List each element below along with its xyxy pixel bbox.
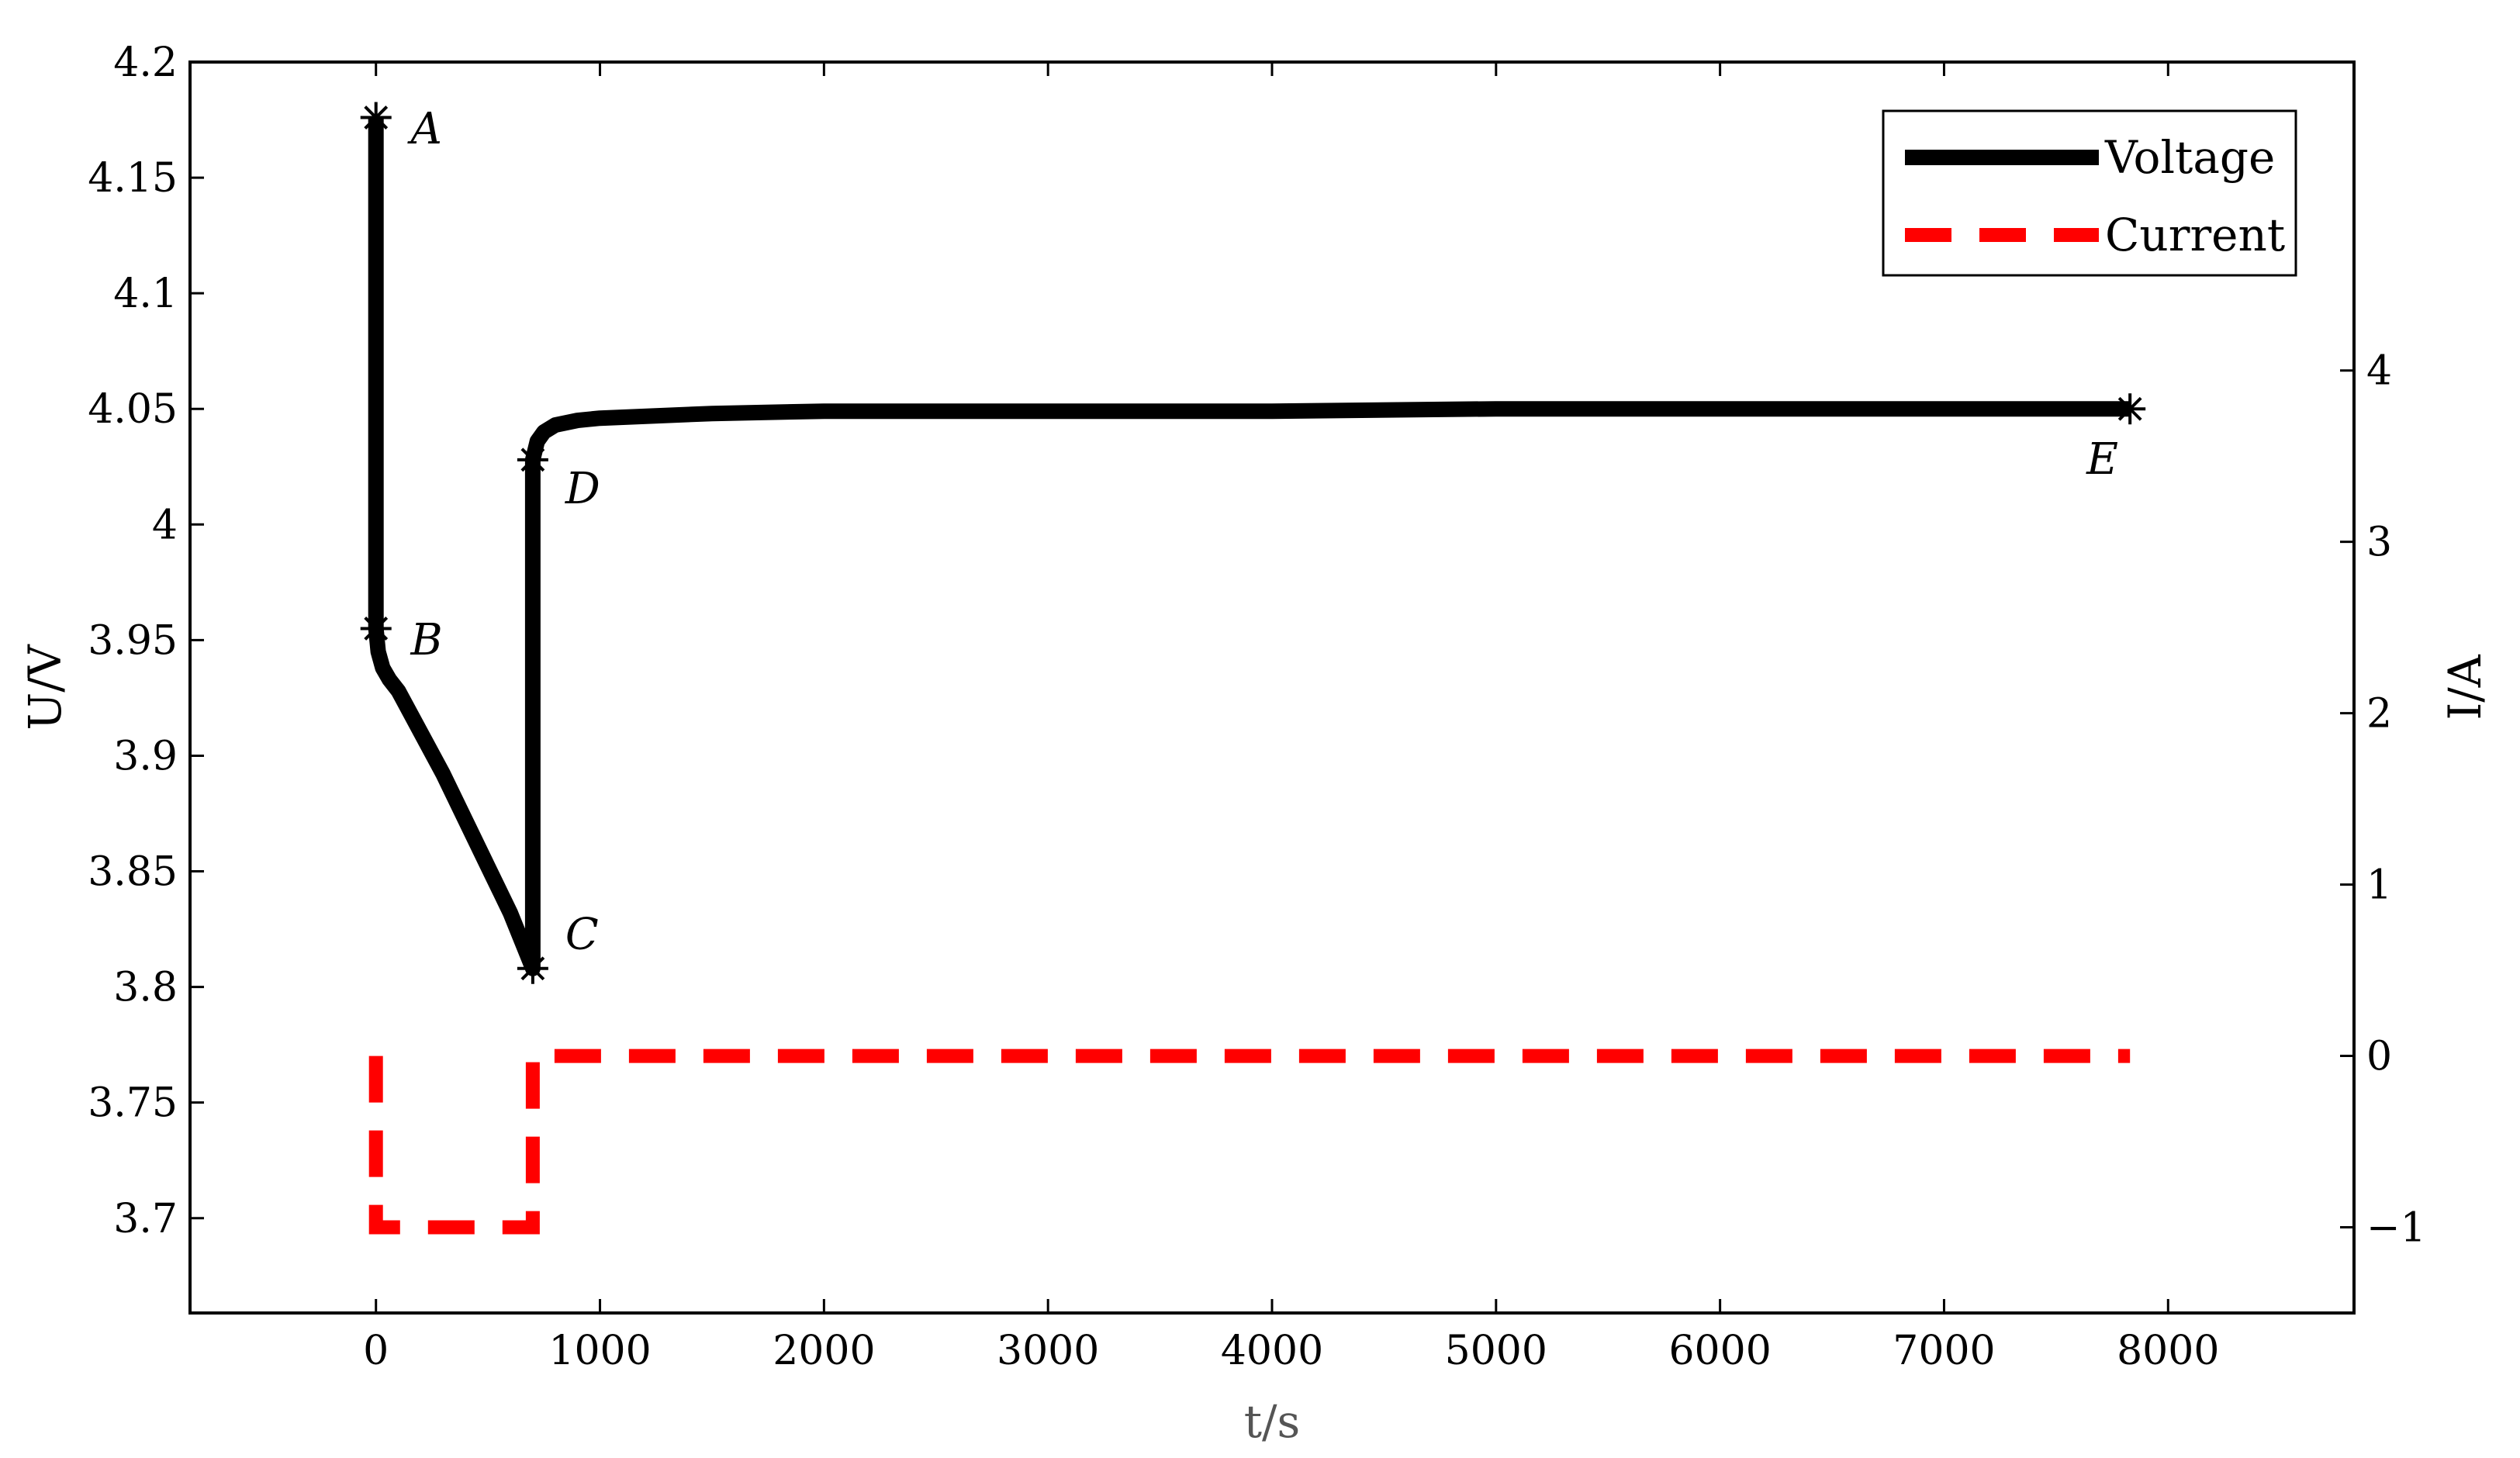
point-label-c: C xyxy=(565,910,599,960)
marker-stroke xyxy=(364,105,389,130)
y-tick-label: 3.9 xyxy=(113,733,178,779)
y2-tick-label: 3 xyxy=(2366,520,2392,566)
y-tick-label: 4 xyxy=(152,502,178,548)
marker-stroke xyxy=(520,956,545,981)
legend: Voltage Current xyxy=(1882,109,2297,277)
x-axis-title: t/s xyxy=(1244,1395,1301,1448)
point-marker-b xyxy=(360,613,392,644)
point-marker-d xyxy=(517,444,548,475)
y-tick-label: 4.1 xyxy=(113,271,178,317)
y-tick-label: 4.15 xyxy=(88,155,178,202)
series-current-line xyxy=(368,1049,2131,1235)
y-tick-label: 4.05 xyxy=(88,386,178,433)
x-tick-label: 7000 xyxy=(1893,1328,1995,1374)
point-label-b: B xyxy=(410,615,443,665)
y-tick-label: 3.7 xyxy=(113,1196,178,1242)
y-axis-title: U/V xyxy=(19,644,71,730)
point-marker-c xyxy=(517,952,548,984)
x-tick-label: 2000 xyxy=(773,1328,875,1374)
x-tick-label: 3000 xyxy=(997,1328,1099,1374)
y-tick-label: 3.75 xyxy=(88,1080,178,1127)
y-tick-label: 3.95 xyxy=(88,617,178,664)
point-label-e: E xyxy=(2086,434,2118,485)
x-tick-label: 4000 xyxy=(1221,1328,1323,1374)
y2-tick-label: 2 xyxy=(2366,691,2392,738)
marker-stroke xyxy=(364,617,389,641)
plot-area xyxy=(360,102,2146,1235)
point-labels: A B C D E xyxy=(407,104,2119,959)
y2-tick-label: 1 xyxy=(2366,862,2392,909)
x-tick-label: 6000 xyxy=(1668,1328,1771,1374)
x-tick-label: 5000 xyxy=(1445,1328,1547,1374)
x-tick-label: 0 xyxy=(363,1328,389,1374)
series-voltage-line xyxy=(368,117,2131,976)
x-tick-label: 8000 xyxy=(2117,1328,2219,1374)
marker-stroke xyxy=(2117,396,2142,421)
legend-current-label: Current xyxy=(2105,209,2285,261)
legend-voltage-label: Voltage xyxy=(2104,131,2275,184)
y-tick-label: 3.85 xyxy=(88,849,178,896)
legend-box xyxy=(1882,109,2297,277)
x-tick-label: 1000 xyxy=(548,1328,651,1374)
point-marker-a xyxy=(360,102,392,133)
y-tick-label: 3.8 xyxy=(113,965,178,1011)
axis-ticks xyxy=(190,60,2354,1313)
y2-tick-label: 4 xyxy=(2366,348,2392,395)
y2-tick-label: −1 xyxy=(2366,1205,2426,1252)
point-label-d: D xyxy=(565,464,600,514)
point-marker-e xyxy=(2114,393,2146,425)
marker-stroke xyxy=(520,447,545,472)
y-tick-label: 4.2 xyxy=(113,40,178,86)
y2-tick-label: 0 xyxy=(2366,1034,2392,1080)
y2-axis-title: I/A xyxy=(2439,654,2491,720)
tick-labels: 0 1000 2000 3000 4000 5000 6000 7000 8000 3.7 3.75… xyxy=(88,40,2425,1374)
point-label-a: A xyxy=(407,104,442,154)
